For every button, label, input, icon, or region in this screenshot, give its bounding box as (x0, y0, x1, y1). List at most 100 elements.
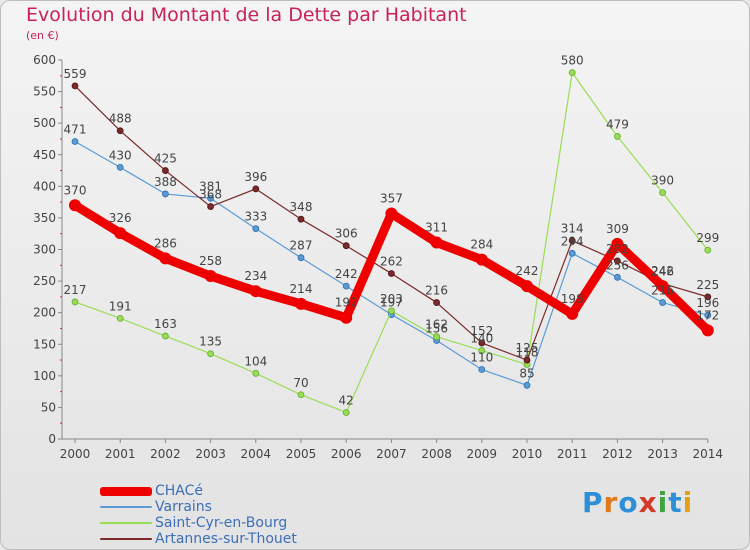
data-point (114, 227, 127, 240)
data-label: 216 (651, 284, 674, 298)
legend-swatch (100, 506, 152, 508)
data-label: 203 (380, 292, 403, 306)
y-tick-label: 150 (33, 337, 56, 351)
x-tick-label: 2001 (105, 447, 136, 461)
x-tick-label: 2013 (647, 447, 678, 461)
data-point (566, 307, 579, 320)
data-point (478, 366, 486, 373)
data-point (161, 167, 169, 174)
data-label: 125 (516, 341, 539, 355)
data-label: 118 (516, 345, 539, 359)
data-point (161, 332, 169, 340)
brand-letter: i (682, 486, 694, 519)
data-label: 348 (290, 200, 313, 214)
brand-letter: x (638, 486, 658, 519)
data-point (568, 69, 576, 77)
data-point (568, 237, 576, 245)
data-point (204, 270, 217, 283)
data-point (614, 273, 621, 281)
data-label: 135 (199, 335, 222, 349)
data-point (430, 236, 443, 249)
data-label: 172 (696, 308, 719, 322)
legend-label: Varrains (155, 499, 212, 515)
data-label: 390 (651, 174, 674, 188)
data-label: 234 (244, 269, 267, 283)
data-label: 326 (109, 211, 132, 225)
y-tick-label: 450 (33, 148, 56, 162)
data-label: 430 (109, 148, 132, 162)
x-tick-label: 2010 (512, 447, 543, 461)
data-label: 425 (154, 152, 177, 166)
data-label: 246 (651, 265, 674, 279)
x-tick-label: 2000 (60, 447, 91, 461)
data-point (611, 237, 624, 250)
data-point (249, 285, 262, 298)
legend-swatch (100, 486, 152, 496)
data-point (295, 297, 307, 310)
y-tick-label: 0 (48, 432, 56, 446)
data-label: 217 (64, 283, 87, 297)
data-point (704, 293, 712, 301)
data-label: 70 (293, 376, 308, 390)
data-point (297, 391, 305, 399)
data-label: 110 (470, 351, 493, 365)
x-tick-label: 2002 (150, 447, 181, 461)
data-label: 242 (335, 267, 358, 281)
x-tick-label: 2007 (376, 447, 407, 461)
y-tick-label: 250 (33, 274, 56, 288)
brand-letter: t (668, 486, 683, 519)
data-point (69, 199, 81, 212)
y-tick-label: 200 (33, 306, 56, 320)
data-point (433, 299, 441, 306)
data-label: 163 (154, 317, 177, 331)
data-point (71, 298, 79, 306)
proxiti-logo: Proxiti (582, 486, 693, 519)
data-point (614, 257, 621, 265)
data-point (71, 138, 79, 145)
data-label: 306 (335, 227, 358, 241)
data-point (475, 253, 488, 266)
data-label: 559 (64, 67, 87, 81)
data-label: 162 (425, 318, 448, 332)
data-label: 256 (606, 258, 629, 272)
data-label: 284 (470, 238, 493, 252)
data-point (659, 189, 666, 197)
brand-letter: r (603, 486, 619, 519)
data-label: 85 (519, 366, 534, 380)
data-point (568, 249, 576, 257)
data-point (614, 133, 621, 140)
data-point (523, 356, 531, 364)
x-tick-label: 2005 (286, 447, 317, 461)
data-point (116, 163, 124, 171)
y-tick-label: 50 (41, 400, 56, 414)
data-point (523, 381, 531, 389)
legend-label: CHACé (155, 483, 204, 499)
data-label: 156 (425, 321, 448, 335)
y-tick-label: 400 (33, 179, 56, 193)
data-label: 471 (64, 122, 87, 136)
data-point (252, 225, 260, 233)
y-tick-label: 100 (33, 369, 56, 383)
data-label: 479 (606, 117, 629, 131)
data-label: 258 (199, 254, 222, 268)
data-label: 311 (425, 221, 448, 235)
data-point (116, 314, 124, 322)
data-label: 396 (244, 170, 267, 184)
data-point (342, 242, 350, 250)
data-label: 282 (606, 242, 629, 256)
x-tick-label: 2009 (467, 447, 498, 461)
brand-letter: o (618, 486, 639, 519)
data-label: 104 (244, 354, 267, 368)
data-point (297, 215, 305, 223)
data-label: 580 (561, 54, 584, 68)
data-point (704, 246, 712, 254)
data-label: 192 (335, 296, 358, 310)
data-label: 333 (244, 210, 267, 224)
data-point (656, 280, 669, 293)
data-point (207, 203, 215, 210)
brand-letter: i (657, 486, 669, 519)
data-point (701, 324, 714, 337)
chart-title: Evolution du Montant de la Dette par Hab… (26, 4, 467, 26)
